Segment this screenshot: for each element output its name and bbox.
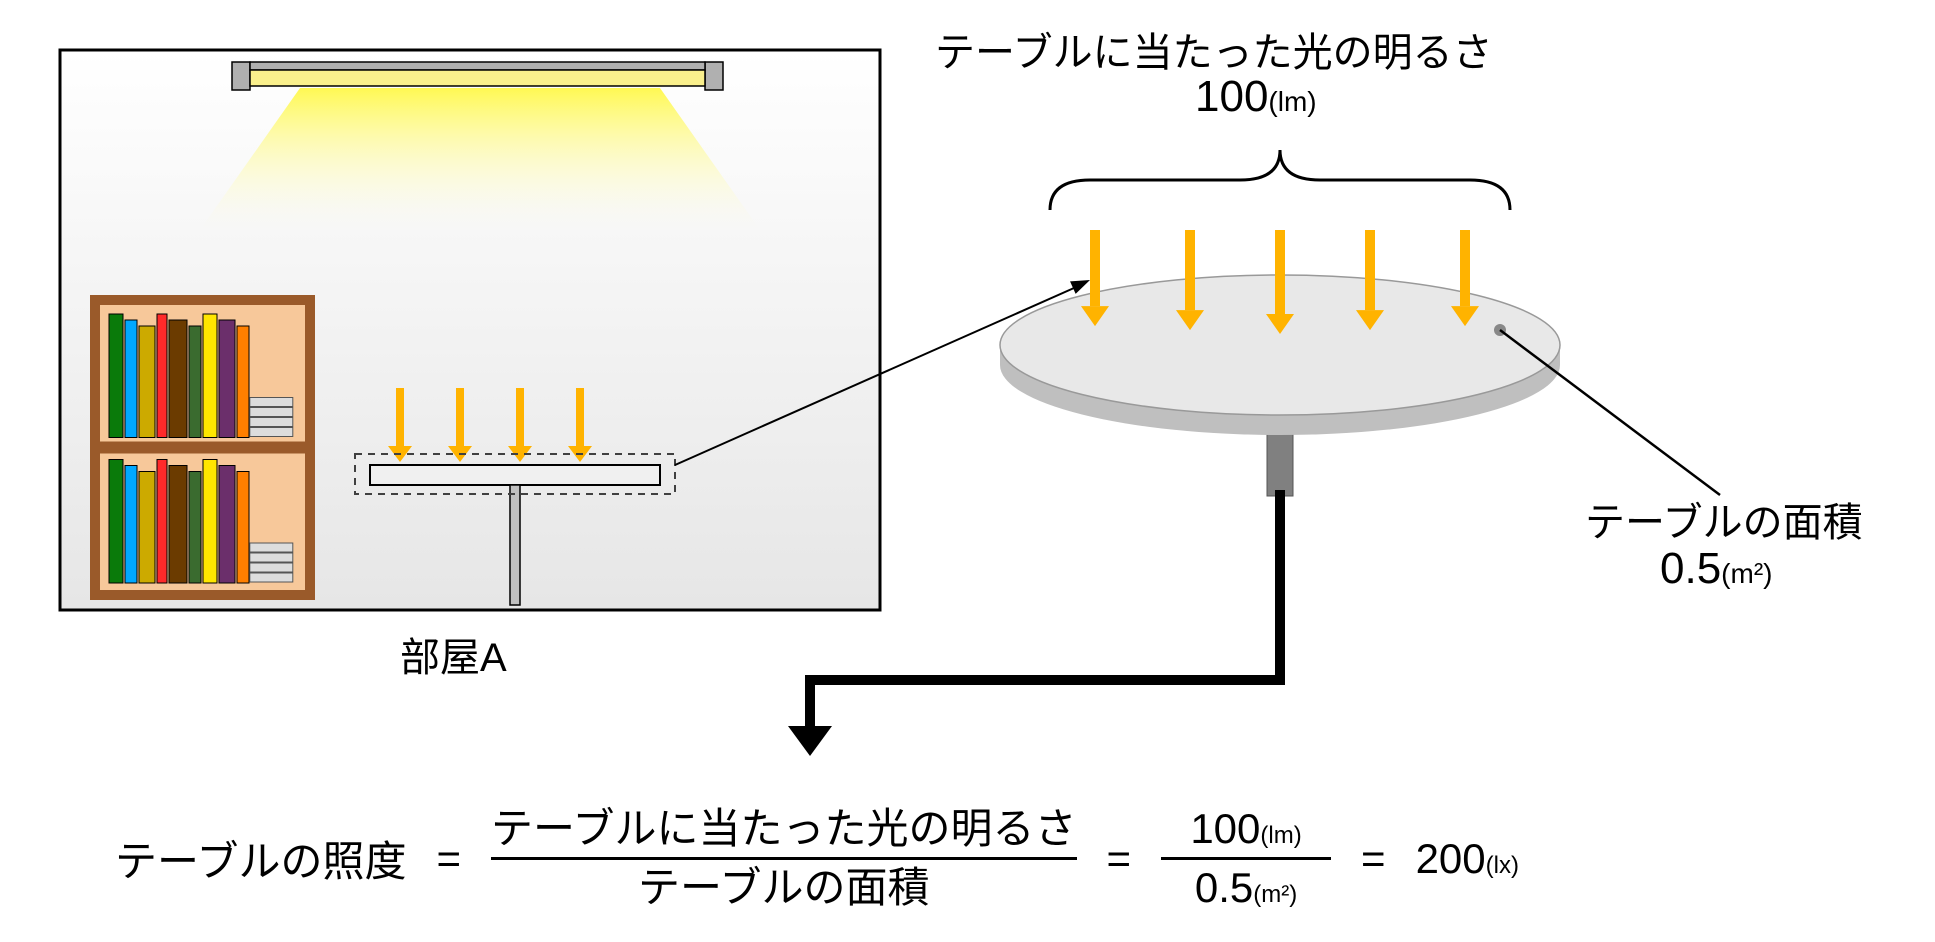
area-value-row: 0.5(m²) xyxy=(1660,544,1772,594)
formula-lhs: テーブルの照度 xyxy=(115,828,406,889)
fv-den-row: 0.5(m²) xyxy=(1195,864,1297,912)
result-u: (lx) xyxy=(1486,852,1519,879)
fv-num-row: 100(lm) xyxy=(1190,805,1301,853)
eq1: = xyxy=(436,835,461,883)
light-value: 100 xyxy=(1195,72,1268,121)
fv-den: 0.5 xyxy=(1195,864,1253,911)
formula-row: テーブルの照度 = テーブルに当たった光の明るさ テーブルの面積 = 100(l… xyxy=(115,805,1519,913)
frac-bar-2 xyxy=(1161,857,1331,860)
fv-num-u: (lm) xyxy=(1260,822,1301,849)
area-title: テーブルの面積 xyxy=(1585,490,1863,548)
fraction-words: テーブルに当たった光の明るさ テーブルの面積 xyxy=(491,805,1076,913)
callout-title: テーブルに当たった光の明るさ xyxy=(935,20,1493,78)
area-unit: (m²) xyxy=(1721,558,1772,589)
frac-bar-1 xyxy=(491,857,1076,860)
fv-den-u: (m²) xyxy=(1253,881,1297,908)
light-unit: (lm) xyxy=(1268,86,1316,117)
frac-den: テーブルの面積 xyxy=(638,864,929,912)
fraction-vals: 100(lm) 0.5(m²) xyxy=(1161,805,1331,913)
fv-num: 100 xyxy=(1190,805,1260,852)
eq3: = xyxy=(1361,835,1386,883)
callout-value-row: 100(lm) xyxy=(1195,72,1317,122)
eq2: = xyxy=(1107,835,1132,883)
area-value: 0.5 xyxy=(1660,544,1721,593)
room-label: 部屋A xyxy=(400,625,507,683)
result: 200 xyxy=(1416,835,1486,882)
frac-num: テーブルに当たった光の明るさ xyxy=(491,805,1076,853)
result-row: 200(lx) xyxy=(1416,835,1519,883)
